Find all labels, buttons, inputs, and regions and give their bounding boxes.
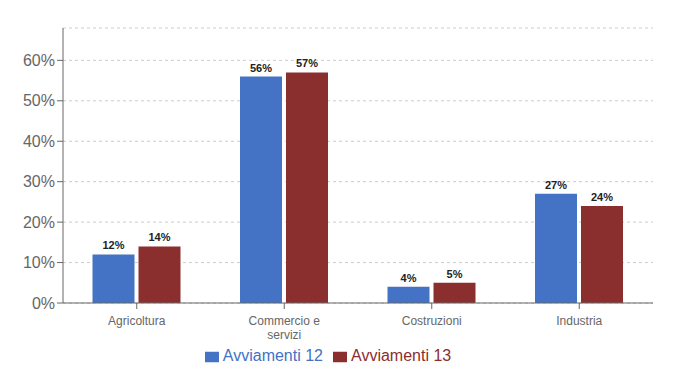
- svg-text:57%: 57%: [296, 57, 318, 69]
- svg-text:14%: 14%: [148, 231, 170, 243]
- svg-text:40%: 40%: [23, 133, 55, 150]
- svg-text:Commercio eservizi: Commercio eservizi: [249, 314, 321, 342]
- html-text:Avviamenti 12: Avviamenti 12: [222, 347, 323, 364]
- svg-text:30%: 30%: [23, 173, 55, 190]
- svg-text:10%: 10%: [23, 254, 55, 271]
- svg-text:Costruzioni: Costruzioni: [402, 314, 462, 328]
- html-text:Avviamenti 13: Avviamenti 13: [351, 347, 452, 364]
- svg-text:Industria: Industria: [556, 314, 602, 328]
- svg-text:4%: 4%: [401, 272, 417, 284]
- svg-text:12%: 12%: [102, 239, 124, 251]
- svg-text:60%: 60%: [23, 52, 55, 69]
- svg-text:50%: 50%: [23, 92, 55, 109]
- svg-text:20%: 20%: [23, 214, 55, 231]
- svg-text:0%: 0%: [32, 295, 55, 312]
- svg-text:Agricoltura: Agricoltura: [108, 314, 166, 328]
- svg-text:5%: 5%: [447, 268, 463, 280]
- svg-text:56%: 56%: [250, 62, 272, 74]
- svg-text:27%: 27%: [545, 179, 567, 191]
- svg-text:24%: 24%: [591, 191, 613, 203]
